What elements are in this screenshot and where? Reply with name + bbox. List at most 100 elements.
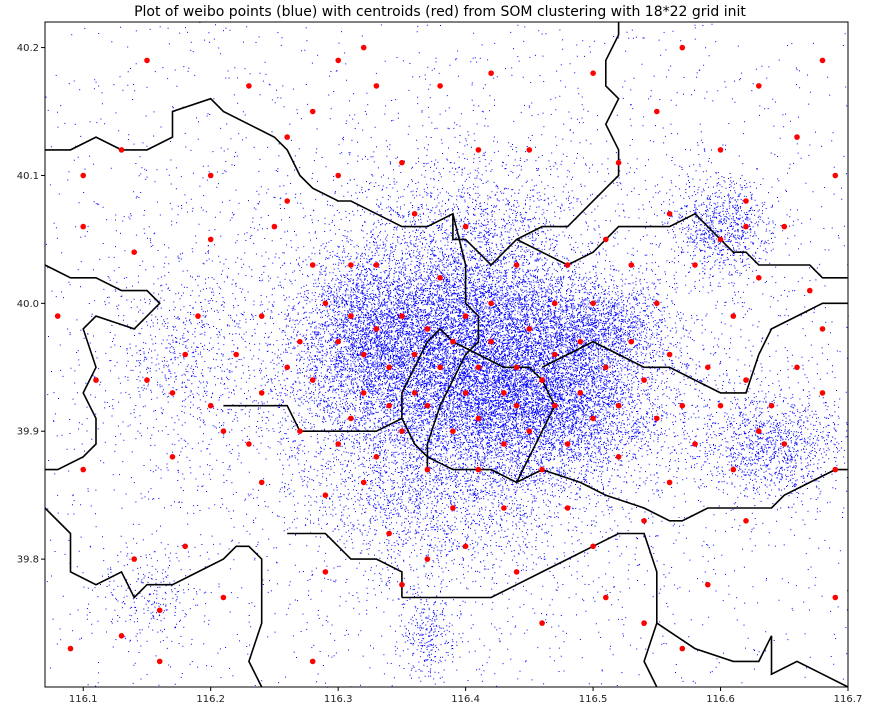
district-boundary-1 <box>516 212 848 279</box>
centroid-point <box>258 390 265 396</box>
centroid-point <box>768 402 775 409</box>
centroid-point <box>386 364 392 371</box>
centroid-point <box>322 569 329 575</box>
centroid-point <box>513 569 520 575</box>
centroid-point <box>641 377 647 383</box>
centroid-point <box>679 645 686 652</box>
centroid-point <box>93 377 99 383</box>
centroid-point <box>348 313 354 319</box>
x-tick-label: 116.3 <box>324 694 353 705</box>
centroid-point <box>819 57 826 64</box>
centroid-point <box>169 390 176 396</box>
centroid-point <box>118 147 125 153</box>
centroid-point <box>118 633 125 639</box>
centroid-point <box>271 223 278 230</box>
centroid-point <box>450 338 456 345</box>
centroid-point <box>488 300 494 307</box>
centroid-point <box>615 402 622 409</box>
centroid-point <box>373 262 380 268</box>
centroid-point <box>692 262 698 268</box>
district-boundary-4 <box>223 404 848 522</box>
centroid-point <box>156 658 163 665</box>
centroid-point <box>705 581 711 588</box>
centroid-point <box>462 390 469 396</box>
centroid-point <box>297 428 303 435</box>
centroid-point <box>411 390 418 396</box>
chart-title: Plot of weibo points (blue) with centroi… <box>134 4 746 20</box>
centroid-point <box>309 262 316 268</box>
centroid-point <box>819 326 826 332</box>
centroid-point <box>501 505 507 511</box>
centroid-point <box>182 351 188 358</box>
centroid-point <box>233 351 239 358</box>
centroid-point <box>373 454 380 460</box>
centroid-point <box>220 594 227 601</box>
centroid-point <box>399 159 405 166</box>
centroid-point <box>207 236 214 243</box>
centroid-point <box>539 620 545 626</box>
centroid-point <box>258 313 265 319</box>
centroid-point <box>717 402 724 409</box>
centroid-point <box>628 262 635 268</box>
centroid-point <box>781 223 788 230</box>
centroid-point <box>705 364 711 371</box>
centroid-point <box>335 172 342 179</box>
centroid-point <box>373 326 380 332</box>
district-boundary-3 <box>44 507 263 688</box>
x-tick-label: 116.2 <box>196 694 225 705</box>
centroid-point <box>590 300 596 307</box>
centroid-point <box>131 556 137 562</box>
centroid-point <box>373 83 380 89</box>
district-boundary-6 <box>426 213 480 470</box>
centroid-point <box>615 454 622 460</box>
y-tick-label: 40.2 <box>17 43 39 54</box>
centroid-point <box>348 415 354 422</box>
centroid-point <box>335 338 342 345</box>
centroid-point <box>424 402 431 409</box>
district-boundary-8 <box>656 622 849 688</box>
centroid-point <box>654 108 660 115</box>
centroid-point <box>552 402 558 409</box>
centroid-point <box>399 581 405 588</box>
centroid-point <box>284 364 291 371</box>
centroid-point <box>131 249 137 255</box>
centroid-point <box>628 338 635 345</box>
district-boundary-9 <box>287 532 403 598</box>
centroid-point <box>513 364 520 371</box>
y-tick-label: 39.8 <box>17 555 39 566</box>
centroid-point <box>679 402 686 409</box>
centroid-point <box>717 236 724 243</box>
district-boundary-2 <box>44 264 161 471</box>
y-tick-label: 40.0 <box>17 299 39 310</box>
centroid-point <box>80 466 86 473</box>
axes-frame <box>44 21 849 688</box>
centroid-point <box>335 441 342 447</box>
centroid-point <box>360 351 367 358</box>
centroid-point <box>564 505 571 511</box>
centroid-point <box>832 594 839 601</box>
centroid-point <box>743 377 749 383</box>
centroid-point <box>399 428 405 435</box>
centroid-point <box>258 479 265 486</box>
centroid-point <box>590 543 596 550</box>
y-tick-label: 40.1 <box>17 171 39 182</box>
district-boundary-5 <box>401 327 556 483</box>
centroid-point <box>577 338 584 345</box>
centroid-point <box>309 658 316 665</box>
centroid-point <box>590 415 596 422</box>
centroid-point <box>539 466 545 473</box>
centroid-point <box>220 428 227 435</box>
centroid-point <box>552 351 558 358</box>
centroid-point <box>832 466 839 473</box>
centroid-point <box>603 236 609 243</box>
x-tick-label: 116.1 <box>69 694 98 705</box>
centroid-point <box>756 275 762 281</box>
centroids-layer <box>54 44 839 665</box>
centroid-point <box>309 108 316 115</box>
centroid-point <box>794 364 800 371</box>
centroid-point <box>322 492 329 499</box>
centroid-point <box>360 479 367 486</box>
centroid-point <box>399 313 405 319</box>
centroid-point <box>526 147 533 153</box>
